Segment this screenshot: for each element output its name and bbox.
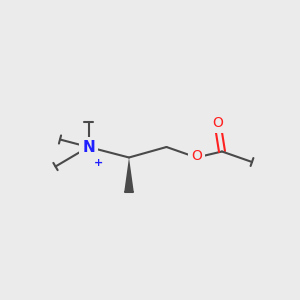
Text: O: O	[212, 116, 223, 130]
Text: N: N	[82, 140, 95, 154]
Text: +: +	[94, 158, 103, 168]
Text: O: O	[191, 149, 202, 163]
Polygon shape	[124, 158, 134, 192]
